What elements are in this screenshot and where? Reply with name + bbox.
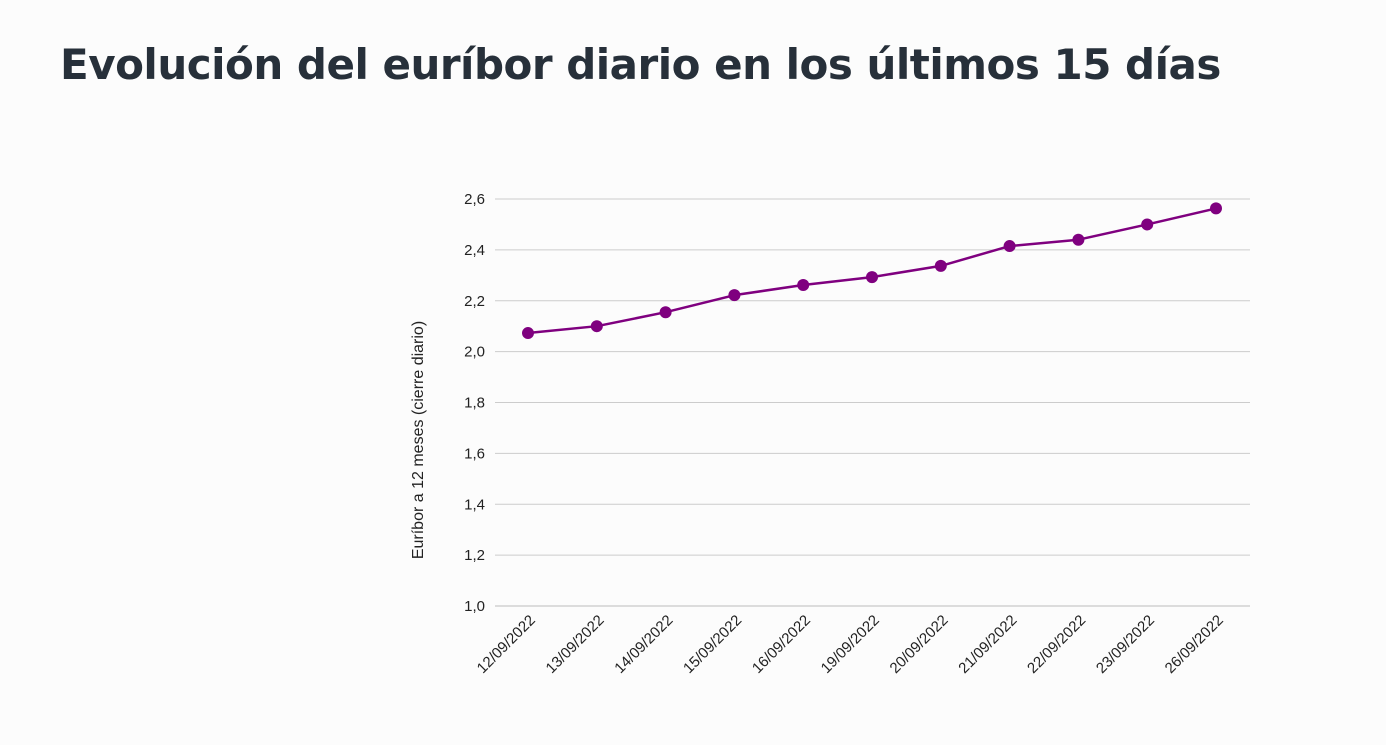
y-tick-label: 1,0	[464, 598, 485, 615]
series	[522, 202, 1222, 340]
y-tick-label: 1,4	[464, 496, 485, 513]
y-tick-label: 2,4	[464, 242, 485, 259]
data-point[interactable]	[1003, 240, 1016, 253]
x-tick-label: 16/09/2022	[749, 612, 814, 677]
gridlines	[495, 198, 1250, 607]
data-point[interactable]	[590, 320, 603, 333]
data-point[interactable]	[522, 327, 534, 340]
data-point[interactable]	[934, 259, 947, 272]
data-point[interactable]	[659, 306, 672, 319]
y-tick-label: 1,2	[464, 547, 485, 564]
x-tick-label: 13/09/2022	[543, 612, 608, 677]
y-axis-ticks: 1,0 1,2 1,4 1,6 1,8 2,0 2,2 2,4 2,6	[464, 191, 485, 615]
y-tick-label: 2,6	[464, 191, 485, 208]
x-tick-label: 14/09/2022	[611, 612, 676, 677]
x-tick-label: 20/09/2022	[887, 612, 952, 677]
page-title: Evolución del euríbor diario en los últi…	[60, 40, 1221, 89]
y-tick-label: 2,0	[464, 344, 485, 361]
x-tick-label: 15/09/2022	[680, 612, 745, 677]
x-axis-ticks: 12/09/2022 13/09/2022 14/09/2022 15/09/2022…	[474, 612, 1227, 677]
x-tick-label: 23/09/2022	[1093, 612, 1158, 677]
data-point[interactable]	[1210, 202, 1222, 215]
data-point[interactable]	[728, 289, 741, 302]
x-tick-label: 22/09/2022	[1024, 612, 1089, 677]
y-tick-label: 2,2	[464, 293, 485, 310]
x-tick-label: 12/09/2022	[474, 612, 539, 677]
data-point[interactable]	[1072, 233, 1085, 246]
series-line	[527, 207, 1217, 335]
y-tick-label: 1,8	[464, 395, 485, 412]
x-tick-label: 19/09/2022	[818, 612, 883, 677]
data-point[interactable]	[797, 278, 810, 291]
x-tick-label: 26/09/2022	[1162, 612, 1227, 677]
x-tick-label: 21/09/2022	[955, 612, 1020, 677]
y-axis-label: Euríbor a 12 meses (cierre diario)	[410, 321, 427, 559]
y-tick-label: 1,6	[464, 445, 485, 462]
data-point[interactable]	[1141, 218, 1154, 231]
data-point[interactable]	[866, 271, 878, 284]
